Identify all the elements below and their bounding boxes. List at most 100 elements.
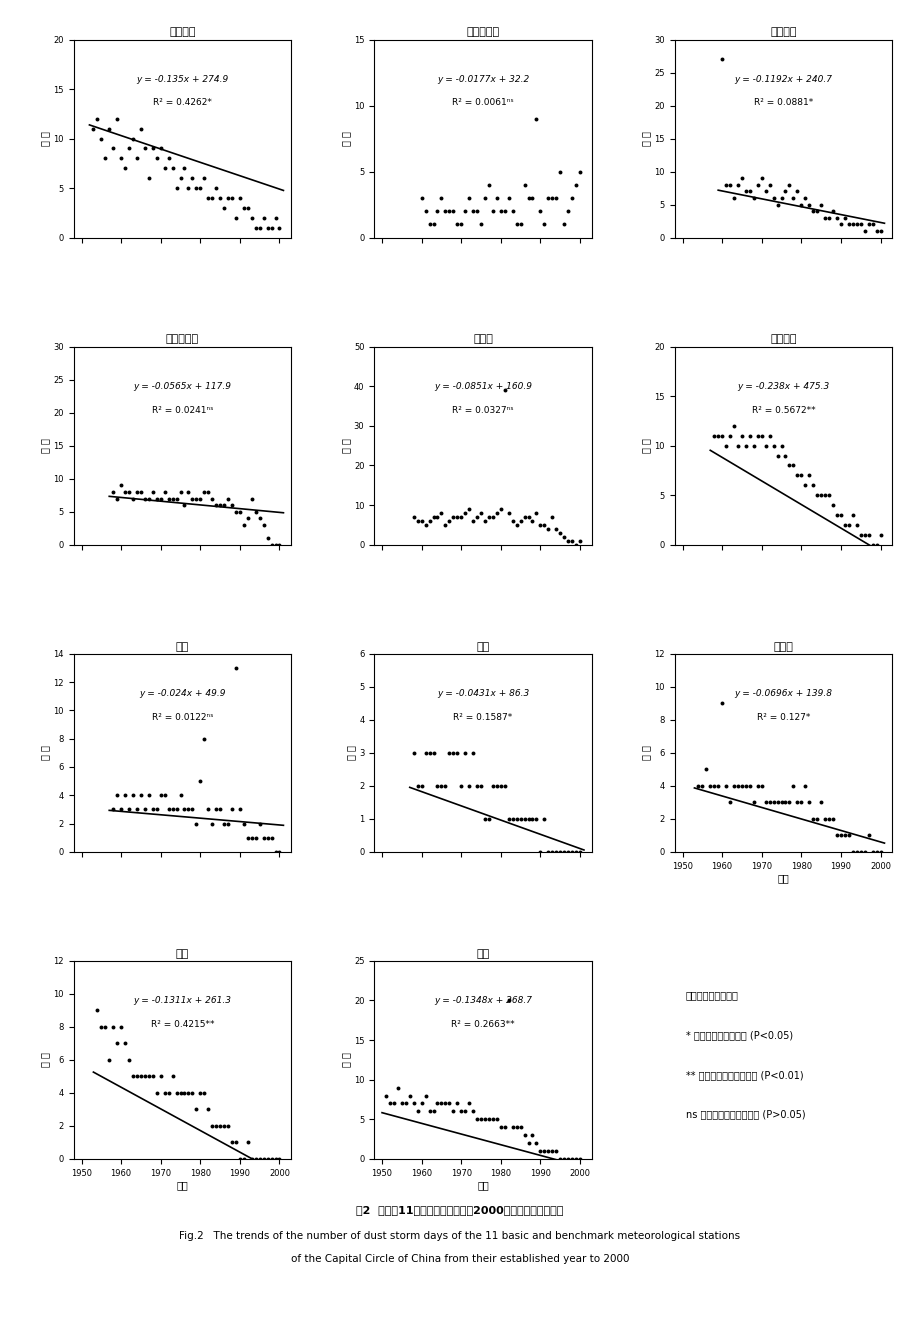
Point: [133, 1065, 148, 1087]
Point: [513, 213, 528, 234]
Point: [121, 482, 136, 503]
Point: [256, 207, 271, 228]
Point: [398, 1093, 413, 1114]
Point: [181, 1083, 196, 1104]
Point: [430, 200, 445, 221]
Point: [860, 524, 875, 545]
Point: [153, 785, 168, 806]
Point: [549, 519, 563, 540]
Point: [714, 49, 729, 70]
Text: * 代表统计学显著水平 (P<0.05): * 代表统计学显著水平 (P<0.05): [685, 1030, 792, 1040]
Point: [785, 187, 800, 208]
Point: [386, 1093, 401, 1114]
Point: [224, 1131, 239, 1152]
Point: [564, 1148, 579, 1169]
Point: [528, 1133, 543, 1154]
Point: [742, 180, 756, 202]
Point: [425, 213, 440, 234]
Point: [130, 799, 144, 820]
Point: [165, 799, 180, 820]
Point: [540, 1141, 555, 1162]
Point: [209, 178, 223, 199]
Point: [224, 799, 239, 820]
Point: [497, 776, 512, 797]
Point: [481, 507, 495, 528]
Point: [568, 1148, 583, 1169]
Point: [260, 827, 275, 848]
Point: [173, 1083, 187, 1104]
Point: [240, 1131, 255, 1152]
Point: [754, 776, 768, 797]
Point: [458, 200, 472, 221]
Point: [430, 507, 445, 528]
Point: [801, 792, 816, 813]
Point: [864, 213, 879, 234]
Point: [465, 743, 480, 764]
Point: [710, 776, 725, 797]
Point: [477, 511, 492, 532]
Point: [165, 489, 180, 510]
Point: [169, 1083, 184, 1104]
Point: [829, 207, 844, 228]
Point: [118, 482, 132, 503]
Point: [153, 1065, 168, 1087]
Point: [86, 119, 101, 140]
Point: [845, 842, 859, 863]
Point: [509, 809, 524, 830]
Point: [137, 138, 152, 159]
Point: [169, 178, 184, 199]
Point: [177, 158, 192, 179]
Point: [437, 200, 452, 221]
Point: [437, 515, 452, 536]
Point: [402, 1085, 416, 1106]
Y-axis label: 日 数: 日 数: [40, 745, 51, 760]
Point: [738, 435, 753, 456]
Point: [193, 178, 208, 199]
Point: [193, 489, 208, 510]
Point: [485, 200, 500, 221]
Point: [493, 1117, 507, 1138]
Point: [181, 482, 196, 503]
Point: [106, 1017, 120, 1038]
Point: [449, 507, 464, 528]
Point: [233, 799, 247, 820]
Point: [267, 535, 282, 556]
Title: 阿巴嘎旗: 阿巴嘎旗: [769, 28, 796, 37]
Point: [149, 489, 164, 510]
Point: [441, 743, 456, 764]
Y-axis label: 日 数: 日 数: [346, 745, 356, 760]
Point: [240, 198, 255, 219]
Point: [97, 1017, 112, 1038]
Point: [848, 515, 863, 536]
Text: y = -0.1311x + 261.3: y = -0.1311x + 261.3: [133, 996, 232, 1005]
Point: [537, 515, 551, 536]
Point: [465, 200, 480, 221]
Point: [493, 499, 507, 520]
Point: [260, 528, 275, 549]
Point: [532, 842, 547, 863]
Point: [185, 799, 199, 820]
Point: [505, 511, 519, 532]
Point: [520, 809, 535, 830]
Point: [762, 425, 777, 446]
Point: [200, 1098, 215, 1119]
Point: [418, 1085, 433, 1106]
Point: [114, 148, 129, 169]
Point: [169, 799, 184, 820]
Point: [212, 187, 227, 208]
Point: [785, 776, 800, 797]
Point: [733, 167, 748, 188]
Point: [161, 799, 176, 820]
Point: [217, 1115, 232, 1137]
Point: [702, 776, 717, 797]
Point: [528, 809, 543, 830]
Point: [513, 511, 528, 532]
Point: [809, 200, 823, 221]
Point: [868, 535, 883, 556]
Text: R² = 0.0881*: R² = 0.0881*: [753, 99, 812, 108]
Point: [244, 489, 259, 510]
Point: [714, 693, 729, 714]
Point: [414, 511, 428, 532]
Point: [864, 842, 879, 863]
Point: [694, 776, 709, 797]
